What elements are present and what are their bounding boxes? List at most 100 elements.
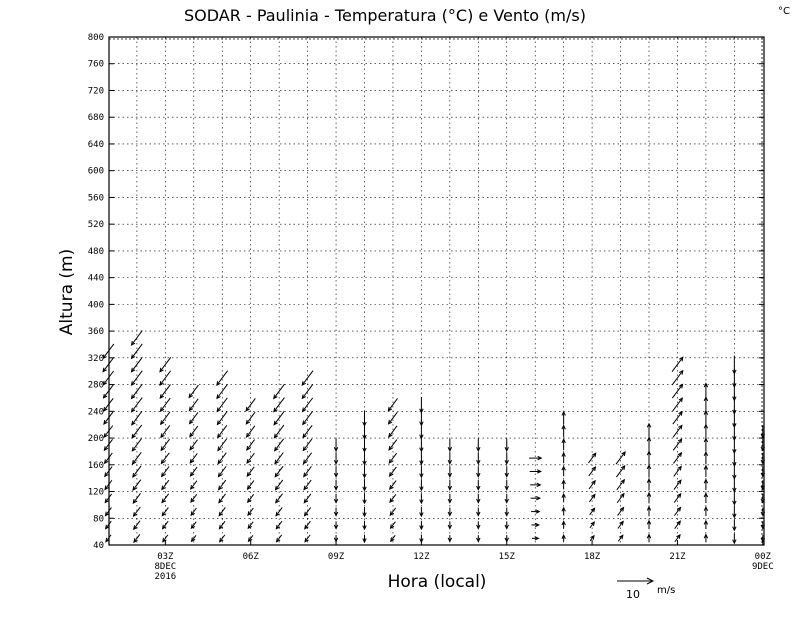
wind-vector-head: [561, 465, 566, 471]
wind-vector-head: [274, 485, 280, 491]
wind-vector-head: [591, 466, 597, 472]
wind-vector-head: [190, 511, 195, 517]
wind-vector-head: [273, 446, 279, 452]
reference-vector-value: 10: [626, 588, 640, 601]
wind-vector-head: [732, 396, 737, 402]
wind-vector-shaft: [275, 507, 283, 517]
wind-vector-head: [131, 433, 136, 439]
wind-vector-shaft: [616, 493, 625, 504]
wind-vector-head: [333, 485, 339, 491]
wind-vector-shaft: [218, 466, 227, 477]
wind-vector-shaft: [104, 479, 113, 490]
wind-vector-head: [388, 458, 394, 464]
wind-vector-head: [646, 464, 652, 470]
wind-vector-shaft: [273, 397, 285, 412]
wind-vector-head: [161, 511, 167, 517]
wind-vector-shaft: [159, 370, 172, 386]
wind-vector-head: [160, 459, 166, 465]
wind-vector-head: [504, 537, 509, 543]
wind-vector-head: [188, 419, 194, 425]
wind-vector-shaft: [189, 425, 199, 437]
wind-vector-shaft: [218, 479, 227, 490]
wind-vector-head: [190, 498, 195, 503]
wind-vector-head: [218, 537, 224, 543]
wind-vector-shaft: [161, 479, 170, 490]
wind-vector-shaft: [217, 438, 227, 451]
wind-vector-head: [274, 472, 279, 478]
wind-vector-shaft: [131, 383, 143, 399]
wind-vector-head: [132, 485, 137, 491]
wind-vector-head: [561, 410, 566, 416]
x-tick-label: 18Z: [584, 552, 601, 562]
wind-vector-shaft: [190, 480, 198, 490]
wind-vector-head: [273, 433, 279, 439]
wind-vector-head: [131, 459, 137, 465]
wind-vector-head: [591, 452, 597, 458]
y-tick-label: 360: [88, 327, 104, 337]
wind-vector-shaft: [617, 521, 624, 529]
wind-vector-head: [732, 513, 737, 519]
y-axis-label: Altura (m): [57, 249, 77, 335]
wind-vector-head: [130, 394, 136, 400]
reference-vector: 10 m/s: [617, 577, 675, 601]
wind-vector-head: [159, 381, 164, 386]
wind-vector-head: [676, 506, 682, 512]
y-tick-label: 600: [88, 167, 104, 177]
wind-vector-head: [677, 479, 682, 485]
wind-vector-head: [304, 524, 309, 530]
wind-vector-shaft: [588, 480, 596, 490]
wind-vector-head: [218, 498, 223, 504]
wind-vector-head: [246, 445, 251, 451]
wind-vector-shaft: [303, 452, 313, 464]
wind-vector-head: [476, 447, 481, 452]
wind-vector-shaft: [671, 384, 683, 399]
wind-vector-head: [703, 464, 709, 470]
wind-vector-shaft: [132, 493, 141, 504]
wind-vector-head: [245, 419, 251, 425]
wind-vector-shaft: [588, 494, 596, 503]
wind-vector-head: [591, 479, 596, 485]
y-tick-label: 800: [88, 33, 104, 43]
wind-vector-head: [333, 459, 339, 465]
wind-vector-shaft: [132, 465, 142, 478]
wind-vector-head: [303, 498, 309, 504]
wind-vector-head: [161, 485, 166, 491]
wind-vector-shaft: [160, 411, 171, 425]
wind-vector-head: [732, 461, 737, 467]
wind-vector-shaft: [103, 425, 114, 438]
wind-vector-shaft: [131, 330, 143, 346]
wind-vector-head: [561, 438, 566, 444]
wind-vector-shaft: [105, 534, 112, 543]
wind-vector-shaft: [302, 411, 313, 425]
x-tick-label: 06Z: [243, 552, 260, 562]
wind-vector-shaft: [276, 534, 283, 543]
wind-vector-shaft: [672, 425, 683, 438]
x-tick-label: 09Z: [328, 552, 345, 562]
wind-vector-head: [732, 487, 737, 493]
x-tick-label: 2016: [155, 572, 177, 582]
wind-vector-head: [216, 433, 222, 439]
wind-vector-head: [591, 493, 596, 499]
wind-vector-shaft: [162, 534, 169, 543]
wind-vector-head: [419, 499, 424, 505]
wind-vector-shaft: [674, 534, 681, 543]
wind-vector-shaft: [248, 535, 254, 542]
wind-vectors: [102, 330, 765, 545]
wind-vector-head: [189, 432, 194, 438]
wind-vector-shaft: [160, 452, 170, 464]
wind-vector-shaft: [190, 494, 198, 503]
wind-vector-head: [362, 460, 367, 466]
wind-vector-head: [362, 538, 367, 544]
wind-vector-head: [476, 511, 481, 517]
y-tick-label: 560: [88, 193, 104, 203]
wind-vector-shaft: [131, 357, 143, 373]
wind-vector-shaft: [246, 425, 256, 438]
wind-vector-head: [389, 511, 395, 517]
wind-vector-head: [190, 524, 196, 530]
wind-vector-head: [447, 498, 453, 504]
y-tick-label: 160: [88, 461, 104, 471]
reference-vector-unit: m/s: [657, 585, 675, 596]
wind-vector-head: [274, 459, 279, 465]
wind-vector-head: [476, 537, 481, 543]
x-axis-label: Hora (local): [388, 572, 487, 592]
